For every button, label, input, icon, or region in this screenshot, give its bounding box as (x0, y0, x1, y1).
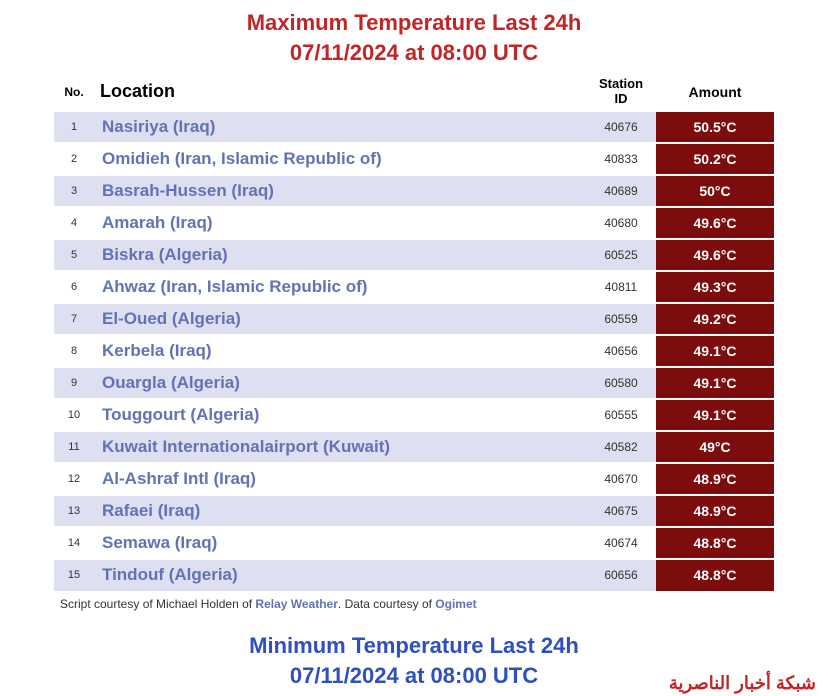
col-no: No. (54, 73, 94, 111)
row-station-id: 60656 (586, 559, 656, 591)
table-row: 11Kuwait Internationalairport (Kuwait)40… (54, 431, 774, 463)
row-amount: 49.3°C (656, 271, 774, 303)
row-no: 11 (54, 431, 94, 463)
row-no: 4 (54, 207, 94, 239)
row-station-id: 40670 (586, 463, 656, 495)
credit-line: Script courtesy of Michael Holden of Rel… (54, 597, 774, 611)
row-station-id: 40656 (586, 335, 656, 367)
table-row: 13Rafaei (Iraq)4067548.9°C (54, 495, 774, 527)
row-location: Basrah-Hussen (Iraq) (94, 175, 586, 207)
table-row: 1Nasiriya (Iraq)4067650.5°C (54, 111, 774, 143)
row-no: 10 (54, 399, 94, 431)
row-amount: 50°C (656, 175, 774, 207)
row-station-id: 60559 (586, 303, 656, 335)
row-station-id: 40833 (586, 143, 656, 175)
credit-middle: . Data courtesy of (338, 597, 435, 611)
row-location: Rafaei (Iraq) (94, 495, 586, 527)
row-location: Nasiriya (Iraq) (94, 111, 586, 143)
table-row: 15Tindouf (Algeria)6065648.8°C (54, 559, 774, 591)
row-location: Ouargla (Algeria) (94, 367, 586, 399)
row-amount: 49.1°C (656, 367, 774, 399)
title-line1: Maximum Temperature Last 24h (0, 8, 828, 38)
table-row: 14Semawa (Iraq)4067448.8°C (54, 527, 774, 559)
table-header-row: No. Location Station ID Amount (54, 73, 774, 111)
row-station-id: 40680 (586, 207, 656, 239)
row-no: 12 (54, 463, 94, 495)
row-amount: 48.9°C (656, 463, 774, 495)
table-row: 3Basrah-Hussen (Iraq)4068950°C (54, 175, 774, 207)
max-temp-title: Maximum Temperature Last 24h 07/11/2024 … (0, 8, 828, 67)
table-row: 10Touggourt (Algeria)6055549.1°C (54, 399, 774, 431)
row-location: Al-Ashraf Intl (Iraq) (94, 463, 586, 495)
max-temp-table-wrap: No. Location Station ID Amount 1Nasiriya… (54, 73, 774, 591)
row-station-id: 60580 (586, 367, 656, 399)
title-line2: 07/11/2024 at 08:00 UTC (0, 38, 828, 68)
row-no: 3 (54, 175, 94, 207)
row-station-id: 40674 (586, 527, 656, 559)
row-location: Semawa (Iraq) (94, 527, 586, 559)
table-row: 2Omidieh (Iran, Islamic Republic of)4083… (54, 143, 774, 175)
row-station-id: 40689 (586, 175, 656, 207)
row-amount: 49.2°C (656, 303, 774, 335)
row-station-id: 40676 (586, 111, 656, 143)
row-no: 5 (54, 239, 94, 271)
col-location: Location (94, 73, 586, 111)
col-amount: Amount (656, 73, 774, 111)
row-location: Biskra (Algeria) (94, 239, 586, 271)
row-location: Touggourt (Algeria) (94, 399, 586, 431)
row-no: 9 (54, 367, 94, 399)
credit-prefix: Script courtesy of Michael Holden of (60, 597, 255, 611)
row-no: 15 (54, 559, 94, 591)
row-amount: 49°C (656, 431, 774, 463)
row-station-id: 60555 (586, 399, 656, 431)
row-amount: 49.6°C (656, 207, 774, 239)
row-no: 8 (54, 335, 94, 367)
row-amount: 50.2°C (656, 143, 774, 175)
row-location: Ahwaz (Iran, Islamic Republic of) (94, 271, 586, 303)
watermark-logo: شبكة أخبار الناصرية (669, 673, 816, 694)
row-amount: 49.1°C (656, 399, 774, 431)
table-row: 5Biskra (Algeria)6052549.6°C (54, 239, 774, 271)
row-amount: 50.5°C (656, 111, 774, 143)
row-station-id: 40582 (586, 431, 656, 463)
row-location: Kerbela (Iraq) (94, 335, 586, 367)
row-station-id: 60525 (586, 239, 656, 271)
credit-link-relay[interactable]: Relay Weather (255, 597, 337, 611)
credit-link-ogimet[interactable]: Ogimet (435, 597, 476, 611)
row-station-id: 40675 (586, 495, 656, 527)
row-amount: 48.9°C (656, 495, 774, 527)
table-row: 12Al-Ashraf Intl (Iraq)4067048.9°C (54, 463, 774, 495)
row-location: Amarah (Iraq) (94, 207, 586, 239)
col-station: Station ID (586, 73, 656, 111)
row-no: 6 (54, 271, 94, 303)
table-row: 7El-Oued (Algeria)6055949.2°C (54, 303, 774, 335)
second-title-line1: Minimum Temperature Last 24h (0, 631, 828, 661)
row-location: Kuwait Internationalairport (Kuwait) (94, 431, 586, 463)
max-temp-table: No. Location Station ID Amount 1Nasiriya… (54, 73, 774, 591)
row-location: El-Oued (Algeria) (94, 303, 586, 335)
table-row: 6Ahwaz (Iran, Islamic Republic of)408114… (54, 271, 774, 303)
row-no: 13 (54, 495, 94, 527)
table-row: 4Amarah (Iraq)4068049.6°C (54, 207, 774, 239)
row-amount: 48.8°C (656, 559, 774, 591)
row-location: Tindouf (Algeria) (94, 559, 586, 591)
row-no: 14 (54, 527, 94, 559)
row-no: 1 (54, 111, 94, 143)
row-no: 2 (54, 143, 94, 175)
row-no: 7 (54, 303, 94, 335)
row-amount: 49.1°C (656, 335, 774, 367)
table-row: 9Ouargla (Algeria)6058049.1°C (54, 367, 774, 399)
row-amount: 49.6°C (656, 239, 774, 271)
row-location: Omidieh (Iran, Islamic Republic of) (94, 143, 586, 175)
row-amount: 48.8°C (656, 527, 774, 559)
table-row: 8Kerbela (Iraq)4065649.1°C (54, 335, 774, 367)
row-station-id: 40811 (586, 271, 656, 303)
